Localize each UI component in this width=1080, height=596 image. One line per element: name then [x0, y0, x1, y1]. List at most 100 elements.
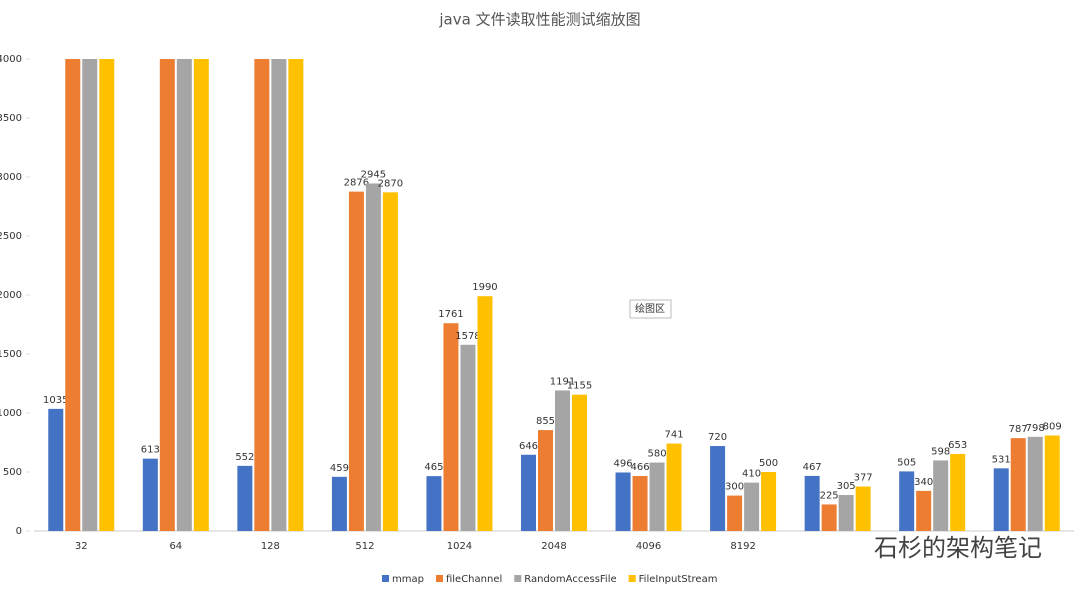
bar — [933, 460, 949, 531]
bar — [993, 468, 1009, 531]
x-tick-label: 4096 — [636, 541, 661, 552]
chart-title: java 文件读取性能测试缩放图 — [438, 11, 640, 29]
bar — [382, 192, 398, 531]
value-label: 646 — [519, 441, 538, 452]
bar — [1027, 436, 1043, 531]
bar — [142, 458, 158, 531]
bar — [159, 59, 175, 531]
value-label: 225 — [820, 490, 839, 501]
tooltip: 绘图区 — [635, 302, 665, 315]
bar — [649, 462, 665, 531]
value-label: 459 — [330, 463, 349, 474]
bar — [555, 390, 570, 531]
value-label: 787 — [1009, 424, 1028, 435]
value-label: 500 — [759, 458, 778, 469]
value-label: 1191 — [550, 376, 575, 387]
value-label: 1035 — [43, 395, 68, 406]
x-tick-label: 1024 — [447, 541, 472, 552]
y-tick-label: 2000 — [0, 290, 22, 301]
legend-label: RandomAccessFile — [524, 574, 616, 585]
value-label: 300 — [725, 482, 744, 493]
value-label: 531 — [992, 454, 1011, 465]
bar — [443, 323, 459, 531]
legend-swatch — [382, 575, 389, 582]
bar — [838, 495, 854, 531]
bar — [426, 476, 442, 531]
value-label: 580 — [647, 449, 666, 460]
bar — [632, 476, 648, 531]
legend-label: FileInputStream — [639, 574, 718, 585]
bar — [288, 59, 304, 531]
y-tick-label: 2500 — [0, 231, 22, 242]
y-tick-label: 1500 — [0, 349, 22, 360]
legend-label: fileChannel — [446, 574, 502, 585]
x-tick-label: 512 — [355, 541, 374, 552]
bar — [271, 59, 287, 531]
bar — [348, 191, 364, 531]
value-label: 1155 — [567, 381, 592, 392]
bar — [521, 454, 536, 531]
bar — [538, 430, 553, 531]
bar — [193, 59, 209, 531]
value-label: 1990 — [472, 282, 497, 293]
y-tick-label: 3500 — [0, 113, 22, 124]
y-tick-label: 1000 — [0, 408, 22, 419]
value-label: 855 — [536, 416, 555, 427]
bar — [744, 482, 760, 531]
value-label: 809 — [1043, 422, 1062, 433]
bar — [365, 183, 381, 532]
value-label: 552 — [235, 452, 254, 463]
x-tick-label: 128 — [261, 541, 280, 552]
bar — [65, 59, 81, 531]
tooltip-box — [629, 299, 672, 319]
bar — [572, 394, 587, 531]
value-label: 653 — [948, 440, 967, 451]
x-tick-label: 2048 — [541, 541, 566, 552]
legend-swatch — [435, 575, 443, 582]
bar — [727, 495, 743, 531]
value-label: 466 — [630, 462, 649, 473]
bar — [477, 296, 493, 531]
value-label: 496 — [613, 458, 632, 469]
value-label: 598 — [931, 446, 950, 457]
bar — [331, 476, 347, 531]
value-label: 2945 — [361, 169, 386, 180]
x-tick-label: 8192 — [730, 541, 755, 552]
value-label: 305 — [837, 481, 856, 492]
value-label: 340 — [914, 477, 933, 488]
bar — [916, 490, 932, 531]
y-tick-label: 500 — [3, 467, 22, 478]
bar — [804, 475, 820, 531]
y-tick-label: 4000 — [0, 54, 22, 65]
value-label: 377 — [854, 473, 873, 484]
bar — [615, 472, 631, 531]
value-label: 613 — [141, 445, 160, 456]
bar — [855, 486, 871, 531]
y-tick-label: 0 — [16, 526, 22, 537]
bar — [666, 443, 682, 531]
bar — [1010, 438, 1026, 531]
value-label: 1761 — [438, 309, 463, 320]
bar — [99, 59, 115, 531]
x-tick-label: 64 — [169, 541, 182, 552]
value-label: 467 — [803, 462, 822, 473]
bar — [82, 59, 98, 531]
watermark: 石杉的架构笔记 — [874, 534, 1042, 562]
value-label: 1578 — [455, 331, 480, 342]
bar — [899, 471, 915, 531]
bar — [1044, 435, 1060, 531]
bar — [176, 59, 192, 531]
bar — [821, 504, 837, 531]
legend-label: mmap — [392, 574, 424, 585]
value-label: 410 — [742, 469, 761, 480]
value-label: 465 — [424, 462, 443, 473]
bar — [761, 472, 777, 531]
value-label: 720 — [708, 432, 727, 443]
x-tick-label: 32 — [75, 541, 88, 552]
value-label: 505 — [897, 457, 916, 468]
legend-swatch — [514, 575, 522, 582]
bar — [950, 453, 966, 531]
value-label: 2870 — [378, 178, 403, 189]
